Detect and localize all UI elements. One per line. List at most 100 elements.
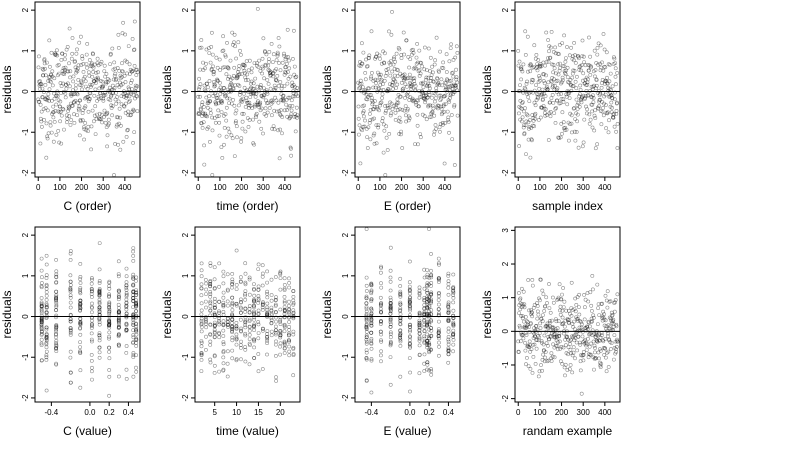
data-point xyxy=(124,303,129,308)
data-point xyxy=(250,86,255,91)
y-axis-label: residuals xyxy=(320,290,334,338)
data-point xyxy=(406,114,411,119)
data-point xyxy=(438,98,443,103)
data-point xyxy=(356,132,361,137)
data-point xyxy=(427,115,432,120)
data-point xyxy=(230,335,235,340)
data-point xyxy=(288,115,292,120)
data-point xyxy=(612,124,617,129)
data-point xyxy=(251,303,256,308)
data-point xyxy=(249,79,254,84)
data-point xyxy=(381,150,386,155)
data-point xyxy=(200,114,205,118)
data-point xyxy=(572,106,577,110)
data-point xyxy=(199,261,204,266)
data-point xyxy=(89,304,94,309)
data-point xyxy=(398,284,403,288)
data-point xyxy=(406,55,411,59)
x-axis-label: randam example xyxy=(523,424,613,438)
data-point xyxy=(551,62,556,67)
data-point xyxy=(196,112,201,117)
data-point xyxy=(227,74,232,79)
data-point xyxy=(76,63,81,68)
data-point xyxy=(101,98,106,103)
data-point xyxy=(398,94,403,99)
data-point xyxy=(39,326,44,331)
data-point xyxy=(201,111,206,116)
data-point xyxy=(388,73,393,78)
data-point xyxy=(591,100,596,105)
data-point xyxy=(247,58,252,63)
data-point xyxy=(202,143,207,148)
data-point xyxy=(212,116,217,121)
x-tick-label: 0 xyxy=(516,183,521,192)
data-point xyxy=(239,97,244,102)
x-axis-label: sample index xyxy=(532,199,603,213)
data-point xyxy=(394,102,399,107)
data-point xyxy=(68,69,73,74)
y-tick-label: 2 xyxy=(341,7,350,12)
data-point xyxy=(217,120,222,125)
data-point xyxy=(105,110,110,115)
data-point xyxy=(270,98,275,103)
data-point xyxy=(284,97,289,102)
data-point xyxy=(282,53,287,58)
data-point xyxy=(422,361,427,366)
data-point xyxy=(117,305,121,310)
data-point xyxy=(54,257,59,262)
data-point xyxy=(210,128,215,133)
data-point xyxy=(124,322,129,327)
data-point xyxy=(549,79,554,84)
data-point xyxy=(208,360,213,365)
data-point xyxy=(247,277,252,282)
data-point xyxy=(265,91,270,96)
data-point xyxy=(577,65,582,69)
data-point xyxy=(409,48,414,53)
data-point xyxy=(124,329,129,333)
data-point xyxy=(371,133,376,138)
data-point xyxy=(433,58,438,63)
data-point xyxy=(569,88,574,93)
data-point xyxy=(609,93,614,98)
data-point xyxy=(37,99,42,104)
data-point xyxy=(287,280,292,285)
data-point xyxy=(563,373,567,378)
data-point xyxy=(40,95,45,100)
data-point xyxy=(94,71,99,75)
data-point xyxy=(265,313,269,318)
data-point xyxy=(516,63,521,68)
data-point xyxy=(282,305,287,309)
data-point xyxy=(541,104,546,108)
data-point xyxy=(120,61,124,66)
data-point xyxy=(226,322,230,327)
data-point xyxy=(199,340,204,345)
data-point xyxy=(218,100,223,104)
data-point xyxy=(376,123,381,128)
data-point xyxy=(361,109,366,114)
data-point xyxy=(44,345,49,350)
data-point xyxy=(293,85,297,90)
data-point xyxy=(271,71,276,75)
data-point xyxy=(552,77,556,82)
data-point xyxy=(287,104,292,108)
data-point xyxy=(519,65,524,70)
data-point xyxy=(39,319,44,324)
data-point xyxy=(107,325,112,330)
data-point xyxy=(221,303,226,308)
data-point xyxy=(573,79,578,84)
data-point xyxy=(40,124,44,129)
data-point xyxy=(538,115,543,120)
data-point xyxy=(454,67,459,72)
data-point xyxy=(265,336,270,341)
data-point xyxy=(388,335,393,340)
data-point xyxy=(416,104,421,109)
data-point xyxy=(54,94,58,98)
data-point xyxy=(615,122,620,126)
data-point xyxy=(408,84,413,89)
data-point xyxy=(270,60,275,65)
data-point xyxy=(430,109,435,114)
data-point xyxy=(46,92,51,96)
data-point xyxy=(437,125,442,130)
data-point xyxy=(585,93,590,98)
data-point xyxy=(608,299,613,304)
